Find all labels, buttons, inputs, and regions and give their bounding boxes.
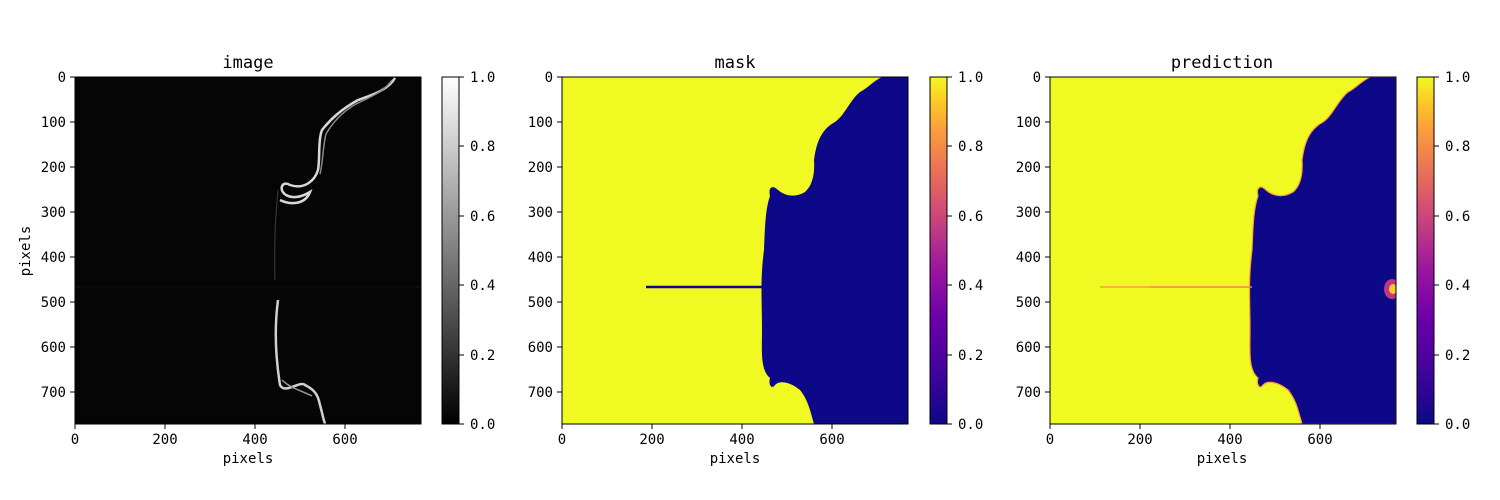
y-tick-label: 600 xyxy=(1016,340,1041,356)
x-tick-label: 600 xyxy=(1307,432,1332,448)
colorbar-tick-label: 0.8 xyxy=(958,139,983,155)
panel-title: prediction xyxy=(1171,53,1273,73)
x-tick-label: 400 xyxy=(1217,432,1242,448)
colorbar-tick-label: 1.0 xyxy=(1445,70,1470,86)
y-axis: 0 100 200 300 400 500 600 700 xyxy=(1016,70,1050,401)
y-tick-label: 200 xyxy=(528,160,553,176)
panel-mask: mask 0 200 400 600 pixels 0 xyxy=(528,53,984,467)
colorbar-tick-label: 1.0 xyxy=(470,70,495,86)
y-tick-label: 200 xyxy=(41,160,66,176)
y-tick-label: 0 xyxy=(545,70,553,86)
x-tick-label: 400 xyxy=(242,432,267,448)
colorbar-tick-label: 0.4 xyxy=(1445,278,1470,294)
colorbar: 1.0 0.8 0.6 0.4 0.2 0.0 xyxy=(441,70,495,433)
x-axis-label: pixels xyxy=(223,451,274,467)
x-axis-label: pixels xyxy=(710,451,761,467)
x-tick-label: 200 xyxy=(639,432,664,448)
y-tick-label: 200 xyxy=(1016,160,1041,176)
x-tick-label: 0 xyxy=(71,432,79,448)
panel-title: mask xyxy=(715,53,756,73)
colorbar-tick-label: 0.2 xyxy=(470,348,495,364)
y-tick-label: 100 xyxy=(1016,115,1041,131)
colorbar-tick-label: 0.8 xyxy=(1445,139,1470,155)
y-tick-label: 500 xyxy=(41,295,66,311)
y-axis: 0 100 200 300 400 500 600 700 pixels xyxy=(18,70,75,401)
colorbar-tick-label: 0.0 xyxy=(1445,417,1470,433)
x-tick-label: 0 xyxy=(1046,432,1054,448)
colorbar-tick-label: 0.6 xyxy=(470,209,495,225)
y-tick-label: 700 xyxy=(528,385,553,401)
x-tick-label: 600 xyxy=(332,432,357,448)
y-tick-label: 600 xyxy=(41,340,66,356)
y-tick-label: 700 xyxy=(41,385,66,401)
y-tick-label: 0 xyxy=(58,70,66,86)
y-tick-label: 300 xyxy=(1016,205,1041,221)
colorbar-tick-label: 0.2 xyxy=(958,348,983,364)
y-tick-label: 100 xyxy=(41,115,66,131)
colorbar-tick-label: 0.4 xyxy=(958,278,983,294)
x-tick-label: 200 xyxy=(152,432,177,448)
x-tick-label: 200 xyxy=(1127,432,1152,448)
y-tick-label: 0 xyxy=(1033,70,1041,86)
x-tick-label: 0 xyxy=(558,432,566,448)
colorbar-tick-label: 0.8 xyxy=(470,139,495,155)
heatmap-prediction xyxy=(1050,77,1396,424)
x-axis: 0 200 400 600 pixels xyxy=(1046,424,1333,467)
colorbar-tick-label: 0.2 xyxy=(1445,348,1470,364)
x-tick-label: 400 xyxy=(729,432,754,448)
colorbar: 1.0 0.8 0.6 0.4 0.2 0.0 xyxy=(929,70,983,433)
heatmap-mask xyxy=(562,77,908,424)
x-tick-label: 600 xyxy=(819,432,844,448)
colorbar-tick-label: 0.6 xyxy=(1445,209,1470,225)
x-axis: 0 200 400 600 pixels xyxy=(558,424,845,467)
y-axis: 0 100 200 300 400 500 600 700 xyxy=(528,70,562,401)
y-tick-label: 500 xyxy=(528,295,553,311)
colorbar-tick-label: 0.0 xyxy=(470,417,495,433)
colorbar-tick-label: 1.0 xyxy=(958,70,983,86)
heatmap-image xyxy=(75,77,421,424)
y-axis-label: pixels xyxy=(18,226,34,277)
y-tick-label: 500 xyxy=(1016,295,1041,311)
colorbar-tick-label: 0.4 xyxy=(470,278,495,294)
y-tick-label: 400 xyxy=(1016,250,1041,266)
y-tick-label: 300 xyxy=(528,205,553,221)
colorbar: 1.0 0.8 0.6 0.4 0.2 0.0 xyxy=(1416,70,1470,433)
panel-title: image xyxy=(222,53,273,73)
x-axis: 0 200 400 600 pixels xyxy=(71,424,358,467)
y-tick-label: 400 xyxy=(41,250,66,266)
y-tick-label: 100 xyxy=(528,115,553,131)
x-axis-label: pixels xyxy=(1197,451,1248,467)
panel-image: image 0 200 400 600 pixels xyxy=(18,53,495,467)
panel-prediction: prediction 0 200 400 600 pixels xyxy=(1016,53,1471,467)
y-tick-label: 600 xyxy=(528,340,553,356)
y-tick-label: 700 xyxy=(1016,385,1041,401)
y-tick-label: 400 xyxy=(528,250,553,266)
colorbar-tick-label: 0.6 xyxy=(958,209,983,225)
y-tick-label: 300 xyxy=(41,205,66,221)
colorbar-tick-label: 0.0 xyxy=(958,417,983,433)
